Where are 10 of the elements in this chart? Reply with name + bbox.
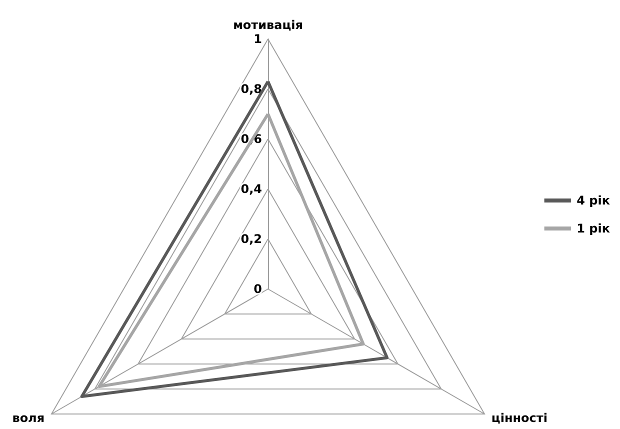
spoke-label: мотивація [233, 18, 303, 32]
spoke-label: цінності [491, 411, 548, 425]
legend-label: 1 рік [576, 222, 610, 236]
y-tick-label: 0,2 [240, 232, 262, 246]
legend-label: 4 рік [576, 194, 610, 208]
y-tick-label: 1 [254, 32, 262, 46]
y-tick-label: 0,8 [240, 82, 262, 96]
y-tick-label: 0,4 [240, 182, 262, 196]
y-tick-label: 0 [254, 282, 262, 296]
spoke-label: воля [12, 411, 45, 425]
